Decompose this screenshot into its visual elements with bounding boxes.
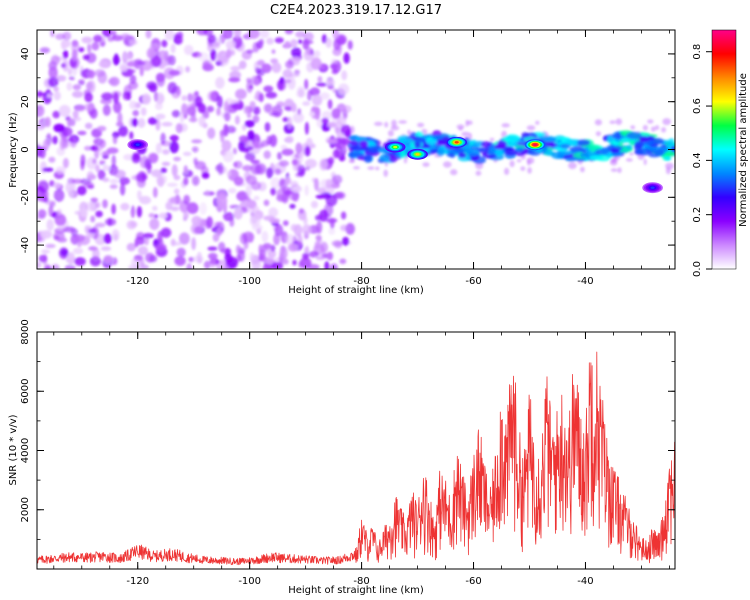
colorbar-frame — [711, 29, 737, 270]
snr-x-axis-label: Height of straight line (km) — [288, 585, 424, 596]
colorbar-tick-label: 0.6 — [692, 98, 703, 114]
snr-y-axis: 2000 4000 6000 8000 — [20, 319, 675, 570]
x-tick-label: -60 — [465, 576, 481, 587]
snr-series-line — [37, 351, 675, 566]
heatmap-y-axis: -40 -20 0 20 40 — [20, 29, 675, 270]
spot-4 — [127, 139, 148, 151]
snr-panel: -120 -100 -80 -60 -40 2000 4000 6000 8000 Heigh… — [8, 319, 676, 596]
colorbar-tick-label: 0.2 — [692, 207, 703, 223]
peak-1 — [446, 136, 468, 148]
snr-x-axis: -120 -100 -80 -60 -40 — [53, 332, 670, 587]
snr-y-axis-label: SNR (10 * v/v) — [8, 414, 19, 485]
y-tick-label: 4000 — [20, 438, 31, 463]
x-tick-label: -120 — [126, 276, 149, 287]
heatmap-x-axis: -120 -100 -80 -60 -40 — [53, 30, 670, 287]
y-tick-label: 40 — [20, 48, 31, 61]
peak-2 — [407, 148, 428, 160]
x-tick-label: -40 — [577, 576, 593, 587]
spot-5 — [642, 182, 663, 194]
colorbar-gradient — [712, 30, 736, 269]
heatmap-panel: -120 -100 -80 -60 -40 -40 -20 0 20 40 Height of … — [8, 29, 676, 296]
y-tick-label: 6000 — [20, 379, 31, 404]
y-tick-label: 8000 — [20, 319, 31, 344]
y-tick-label: 2000 — [20, 497, 31, 522]
colorbar-tick-label: 0.0 — [692, 261, 703, 277]
x-tick-label: -60 — [465, 276, 481, 287]
peak-0 — [524, 139, 546, 151]
x-tick-label: -80 — [353, 576, 369, 587]
colorbar: 0.0 0.2 0.4 0.6 0.8 Normalized spectral ampl… — [692, 29, 749, 277]
heatmap-x-axis-label: Height of straight line (km) — [288, 285, 424, 296]
heatmap-y-axis-label: Frequency (Hz) — [8, 112, 19, 188]
x-tick-label: -80 — [353, 276, 369, 287]
x-tick-label: -100 — [238, 576, 261, 587]
y-tick-label: 0 — [20, 146, 31, 152]
heatmap-field — [37, 30, 675, 269]
colorbar-tick-label: 0.4 — [692, 152, 703, 168]
colorbar-ticks: 0.0 0.2 0.4 0.6 0.8 — [692, 44, 712, 277]
y-tick-label: 20 — [20, 95, 31, 108]
y-tick-label: -40 — [20, 237, 31, 253]
peak-3 — [384, 141, 406, 153]
x-tick-label: -120 — [126, 576, 149, 587]
heatmap-peaks — [127, 136, 663, 194]
figure-title: C2E4.2023.319.17.12.G17 — [270, 3, 442, 18]
x-tick-label: -40 — [577, 276, 593, 287]
colorbar-label: Normalized spectral amplitude — [738, 73, 749, 227]
y-tick-label: -20 — [20, 189, 31, 205]
colorbar-tick-label: 0.8 — [692, 44, 703, 60]
x-tick-label: -100 — [238, 276, 261, 287]
